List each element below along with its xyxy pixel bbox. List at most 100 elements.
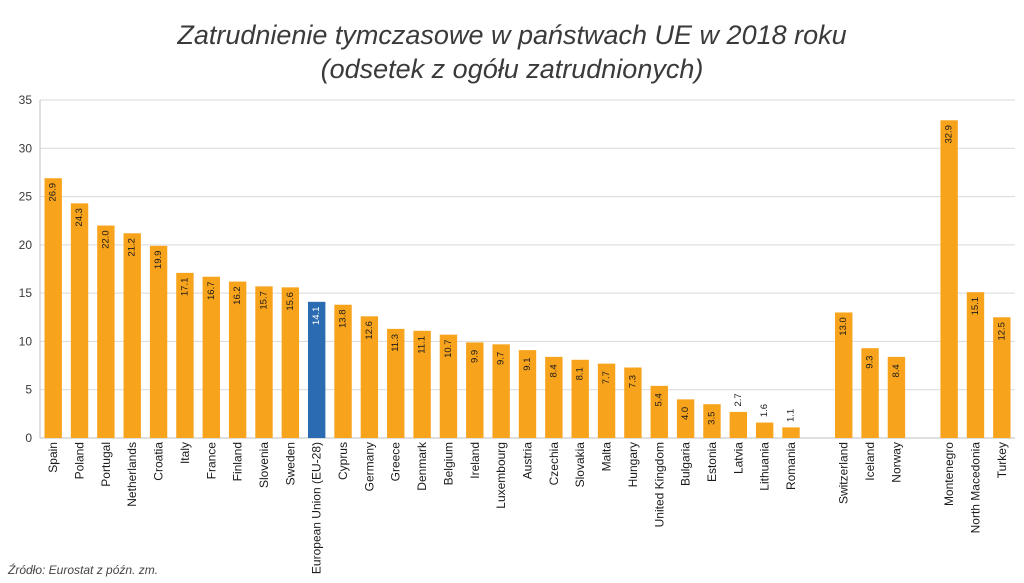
data-label: 19.9	[153, 251, 164, 270]
bar	[176, 272, 194, 438]
x-tick-label: Luxembourg	[494, 442, 508, 509]
x-tick-label: France	[204, 442, 218, 480]
data-label: 22.0	[100, 230, 111, 249]
bar	[703, 404, 721, 438]
bar	[360, 316, 379, 438]
bar	[307, 301, 326, 438]
data-label: 16.2	[232, 286, 243, 305]
data-label: 24.3	[74, 208, 85, 227]
x-tick-label: Finland	[231, 442, 245, 481]
x-tick-label: North Macedonia	[968, 442, 982, 534]
x-tick-label: Poland	[73, 442, 87, 479]
y-tick-label: 30	[19, 141, 33, 155]
bar	[571, 359, 589, 438]
data-label: 2.7	[733, 393, 744, 406]
x-tick-label: Belgium	[441, 442, 455, 485]
source-note: Źródło: Eurostat z późn. zm.	[8, 563, 159, 577]
data-label: 12.6	[364, 321, 375, 340]
y-tick-label: 25	[19, 190, 33, 204]
bar	[624, 367, 642, 438]
data-label: 12.5	[996, 322, 1007, 341]
bar	[940, 120, 958, 438]
x-tick-label: Bulgaria	[679, 442, 693, 486]
data-label: 17.1	[179, 278, 190, 297]
data-label: 10.7	[443, 339, 454, 358]
x-tick-label: Sweden	[283, 442, 297, 485]
x-tick-label: Slovakia	[573, 442, 587, 488]
bar	[202, 276, 220, 438]
data-label: 8.1	[575, 367, 586, 380]
data-label: 8.4	[548, 364, 559, 377]
x-tick-label: Cyprus	[336, 442, 350, 480]
bar	[887, 356, 906, 438]
y-tick-label: 0	[25, 431, 32, 445]
x-tick-label: Norway	[889, 442, 903, 483]
y-tick-label: 15	[19, 286, 33, 300]
x-tick-label: Iceland	[863, 442, 877, 481]
data-label: 1.1	[786, 409, 797, 422]
bar	[650, 385, 668, 438]
bar	[281, 287, 300, 438]
x-tick-label: Spain	[46, 442, 60, 473]
data-label: 13.8	[338, 309, 349, 328]
data-label: 14.1	[311, 307, 322, 326]
x-tick-label: Romania	[784, 442, 798, 490]
x-tick-label: United Kingdom	[652, 442, 666, 527]
bar	[545, 356, 563, 438]
x-tick-label: Latvia	[731, 442, 745, 474]
bar	[387, 328, 405, 438]
bar	[228, 281, 247, 438]
data-label: 26.9	[48, 183, 59, 202]
bar	[439, 334, 458, 438]
x-tick-label: Austria	[521, 442, 535, 480]
bar	[835, 312, 853, 438]
x-tick-label: Czechia	[547, 442, 561, 486]
bar	[149, 245, 168, 438]
bar	[466, 342, 484, 438]
data-label: 11.1	[417, 336, 428, 354]
x-tick-label: Greece	[389, 442, 403, 482]
data-label: 4.0	[680, 407, 691, 420]
data-label: 7.7	[601, 371, 612, 384]
y-tick-label: 5	[25, 383, 32, 397]
data-label: 11.3	[390, 334, 401, 352]
x-tick-label: Hungary	[626, 442, 640, 487]
x-tick-label: European Union (EU-28)	[310, 442, 324, 574]
bar	[861, 348, 879, 438]
x-tick-label: Malta	[600, 442, 614, 472]
data-label: 7.3	[627, 375, 638, 388]
data-label: 21.2	[127, 238, 138, 256]
data-label: 9.9	[469, 350, 480, 363]
x-tick-label: Lithuania	[758, 442, 772, 491]
data-label: 15.6	[285, 292, 296, 311]
bar	[676, 399, 695, 438]
bar	[123, 233, 141, 438]
bar	[518, 350, 537, 438]
bar	[755, 422, 774, 438]
bar	[729, 411, 748, 438]
data-label: 16.7	[206, 281, 217, 300]
x-tick-label: Portugal	[99, 442, 113, 487]
bar	[70, 203, 89, 438]
bar	[492, 344, 510, 438]
bar	[782, 427, 800, 438]
data-label: 15.7	[258, 291, 269, 310]
data-label: 3.5	[706, 412, 717, 425]
bar	[597, 363, 616, 438]
data-label: 1.6	[759, 404, 770, 417]
y-tick-label: 10	[19, 334, 33, 348]
bar	[966, 292, 985, 438]
data-label: 9.7	[496, 352, 507, 365]
x-tick-label: Netherlands	[125, 442, 139, 507]
y-tick-label: 35	[19, 93, 33, 107]
data-label: 9.1	[522, 358, 533, 371]
x-tick-label: Ireland	[468, 442, 482, 479]
x-tick-label: Switzerland	[837, 442, 851, 504]
bar	[413, 330, 431, 438]
x-tick-label: Germany	[362, 442, 376, 491]
x-tick-label: Croatia	[152, 442, 166, 481]
data-label: 5.4	[654, 393, 665, 406]
data-label: 15.1	[970, 297, 981, 316]
bar	[334, 304, 352, 438]
